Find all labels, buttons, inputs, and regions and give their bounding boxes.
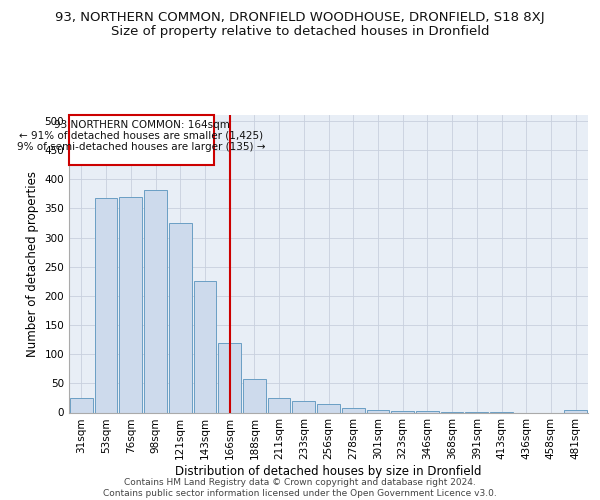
Bar: [292, 401, 315, 412]
Bar: [169, 223, 191, 412]
Text: 93, NORTHERN COMMON, DRONFIELD WOODHOUSE, DRONFIELD, S18 8XJ: 93, NORTHERN COMMON, DRONFIELD WOODHOUSE…: [55, 11, 545, 24]
Bar: [243, 379, 266, 412]
Text: ← 91% of detached houses are smaller (1,425): ← 91% of detached houses are smaller (1,…: [19, 131, 263, 141]
FancyBboxPatch shape: [70, 115, 214, 164]
Bar: [70, 398, 93, 412]
Bar: [342, 408, 365, 412]
Text: 93 NORTHERN COMMON: 164sqm: 93 NORTHERN COMMON: 164sqm: [53, 120, 229, 130]
Bar: [144, 190, 167, 412]
Y-axis label: Number of detached properties: Number of detached properties: [26, 171, 39, 357]
Bar: [119, 196, 142, 412]
Bar: [317, 404, 340, 412]
Bar: [218, 343, 241, 412]
Text: Size of property relative to detached houses in Dronfield: Size of property relative to detached ho…: [111, 25, 489, 38]
Bar: [95, 198, 118, 412]
Bar: [268, 398, 290, 412]
Bar: [564, 410, 587, 412]
Bar: [367, 410, 389, 412]
X-axis label: Distribution of detached houses by size in Dronfield: Distribution of detached houses by size …: [175, 465, 482, 478]
Text: 9% of semi-detached houses are larger (135) →: 9% of semi-detached houses are larger (1…: [17, 142, 266, 152]
Bar: [194, 281, 216, 412]
Bar: [391, 411, 414, 412]
Text: Contains HM Land Registry data © Crown copyright and database right 2024.
Contai: Contains HM Land Registry data © Crown c…: [103, 478, 497, 498]
